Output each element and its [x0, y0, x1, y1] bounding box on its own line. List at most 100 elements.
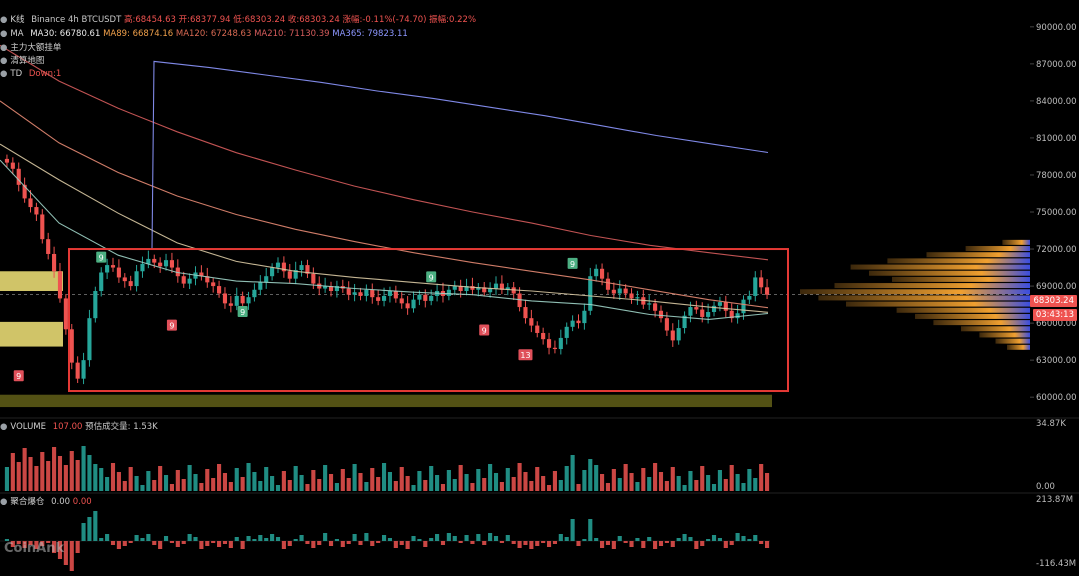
candle-body — [293, 270, 298, 279]
td-header: ● TD Down:1 — [0, 69, 61, 80]
volume-bar — [222, 473, 228, 491]
liquidation-bar — [146, 534, 151, 541]
candle-body — [128, 281, 133, 287]
liquidation-bar — [199, 541, 204, 549]
candle-body — [370, 289, 375, 298]
volume-bar — [305, 484, 310, 491]
candle-body — [222, 293, 228, 304]
candle-body — [199, 272, 204, 277]
volume-bar — [535, 467, 540, 491]
liquidation-bar — [747, 539, 752, 541]
volume-bar — [234, 468, 239, 491]
liquidation-bar — [152, 541, 157, 545]
volume-bar — [682, 485, 687, 491]
y-tick-label: 72000.00 — [1036, 245, 1077, 255]
candle-body — [605, 278, 611, 290]
candle-body — [146, 258, 151, 264]
candle-body — [211, 282, 216, 287]
liquidation-bar — [582, 539, 587, 541]
candle-body — [741, 299, 746, 314]
ma120-line — [0, 100, 769, 309]
candle-body — [729, 310, 734, 319]
indicator1-header: ● 主力大额挂单 — [0, 43, 65, 54]
indicator2-label: 清算地图 — [10, 56, 45, 66]
ma30-value: MA30: 66780.61 — [30, 29, 101, 39]
liquidation-bar — [753, 535, 758, 541]
liquidation-bar — [246, 536, 251, 541]
volume-bar — [605, 483, 611, 491]
toggle-dot-icon[interactable]: ● — [0, 15, 8, 25]
liquidation-bar — [370, 541, 375, 546]
liquidation-bar — [175, 541, 180, 547]
candle-body — [376, 297, 381, 301]
volume-bar — [588, 459, 593, 491]
volume-bar — [706, 475, 711, 491]
volume-bar — [346, 478, 351, 491]
liquidation-bar — [617, 536, 622, 541]
candle-body — [57, 271, 63, 299]
volume-bar — [28, 457, 33, 491]
volume-bar — [299, 475, 304, 491]
toggle-dot-icon[interactable]: ● — [0, 56, 8, 66]
y-tick-label: 84000.00 — [1036, 97, 1077, 107]
candle-body — [81, 360, 86, 379]
candle-body — [429, 295, 434, 301]
liquidation-bar — [187, 534, 192, 541]
volume-bar — [417, 471, 422, 491]
candle-body — [499, 283, 504, 290]
kline-header: ● K线 Binance 4h BTCUSDT 高:68454.63 开:6837… — [0, 15, 476, 26]
toggle-dot-icon[interactable]: ● — [0, 497, 8, 507]
volume-profile-bar — [896, 307, 1030, 313]
candle-body — [358, 292, 363, 296]
candle-body — [163, 260, 169, 267]
volume-bar — [323, 465, 328, 491]
liquidation-bar — [600, 541, 605, 548]
candle-body — [523, 307, 528, 319]
volume-bar — [517, 463, 522, 491]
liquidation-bar — [505, 535, 510, 541]
toggle-dot-icon[interactable]: ● — [0, 43, 8, 53]
liquidation-bar — [205, 541, 210, 546]
volume-profile-bar — [1007, 344, 1030, 350]
liquidation-bar — [364, 533, 369, 541]
candle-body — [69, 329, 74, 363]
volume-bar — [293, 466, 298, 491]
volume-bar — [411, 485, 416, 491]
liquidation-bar — [499, 541, 504, 543]
candle-body — [275, 262, 281, 268]
ma89-value: MA89: 66874.16 — [103, 29, 174, 39]
candle-body — [517, 293, 522, 308]
liquidation-bar — [635, 538, 640, 541]
liquidation-bar — [435, 534, 440, 541]
liq-tick-label: -116.43M — [1036, 559, 1076, 569]
candle-body — [564, 326, 569, 338]
volume-bar — [499, 482, 504, 491]
volume-profile-bar — [800, 289, 1030, 295]
volume-bar — [700, 466, 705, 491]
candle-body — [594, 268, 599, 277]
liq-value2: 0.00 — [72, 497, 92, 507]
liquidation-bar — [57, 541, 63, 559]
toggle-dot-icon[interactable]: ● — [0, 69, 8, 79]
candle-body — [582, 310, 587, 324]
candle-body — [234, 295, 239, 306]
volume-bar — [552, 471, 557, 491]
liquidation-bar — [717, 538, 722, 541]
volume-bar — [116, 472, 121, 491]
liquidation-bar — [311, 541, 316, 548]
volume-profile-bar — [915, 313, 1030, 319]
candle-body — [570, 320, 575, 327]
liquidation-bar — [81, 523, 86, 541]
toggle-dot-icon[interactable]: ● — [0, 29, 8, 39]
volume-bar — [275, 485, 281, 491]
volume-bar — [664, 481, 669, 491]
liquidation-bar — [417, 539, 422, 541]
liquidation-bar — [670, 541, 675, 547]
toggle-dot-icon[interactable]: ● — [0, 422, 8, 432]
liquidation-bar — [653, 541, 658, 549]
volume-bar — [464, 474, 469, 491]
ma210-line — [0, 44, 769, 261]
kline-close: 收:68303.24 — [287, 15, 340, 25]
candle-body — [405, 303, 410, 309]
